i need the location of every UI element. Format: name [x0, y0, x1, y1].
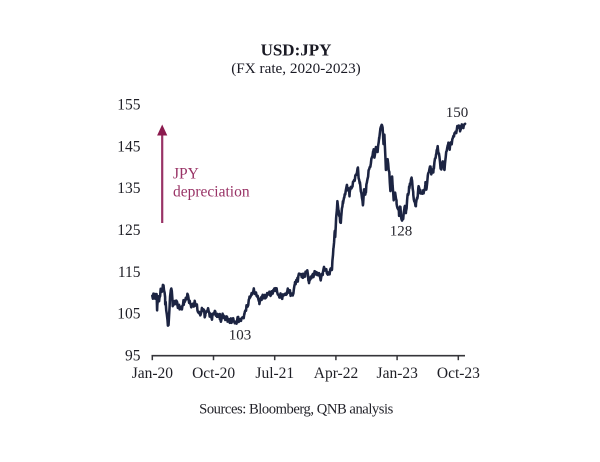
svg-text:Sources: Bloomberg, QNB analys: Sources: Bloomberg, QNB analysis: [199, 402, 393, 418]
svg-text:105: 105: [117, 306, 141, 323]
svg-text:103: 103: [229, 328, 252, 344]
svg-text:Jul-21: Jul-21: [255, 365, 294, 382]
svg-text:JPY: JPY: [173, 166, 199, 183]
svg-text:125: 125: [117, 222, 141, 239]
svg-text:128: 128: [390, 224, 413, 240]
svg-text:(FX rate, 2020-2023): (FX rate, 2020-2023): [231, 60, 361, 77]
svg-text:115: 115: [118, 264, 141, 281]
svg-text:Jan-23: Jan-23: [377, 365, 419, 382]
svg-text:155: 155: [117, 97, 141, 114]
svg-text:150: 150: [446, 105, 469, 121]
svg-text:Jan-20: Jan-20: [132, 365, 174, 382]
svg-text:145: 145: [117, 138, 141, 155]
svg-text:Oct-20: Oct-20: [192, 365, 235, 382]
svg-text:135: 135: [117, 180, 141, 197]
svg-text:USD:JPY: USD:JPY: [261, 41, 332, 60]
svg-text:Oct-23: Oct-23: [437, 365, 480, 382]
svg-text:95: 95: [125, 348, 141, 365]
svg-text:Apr-22: Apr-22: [314, 365, 358, 382]
svg-text:depreciation: depreciation: [173, 184, 250, 201]
